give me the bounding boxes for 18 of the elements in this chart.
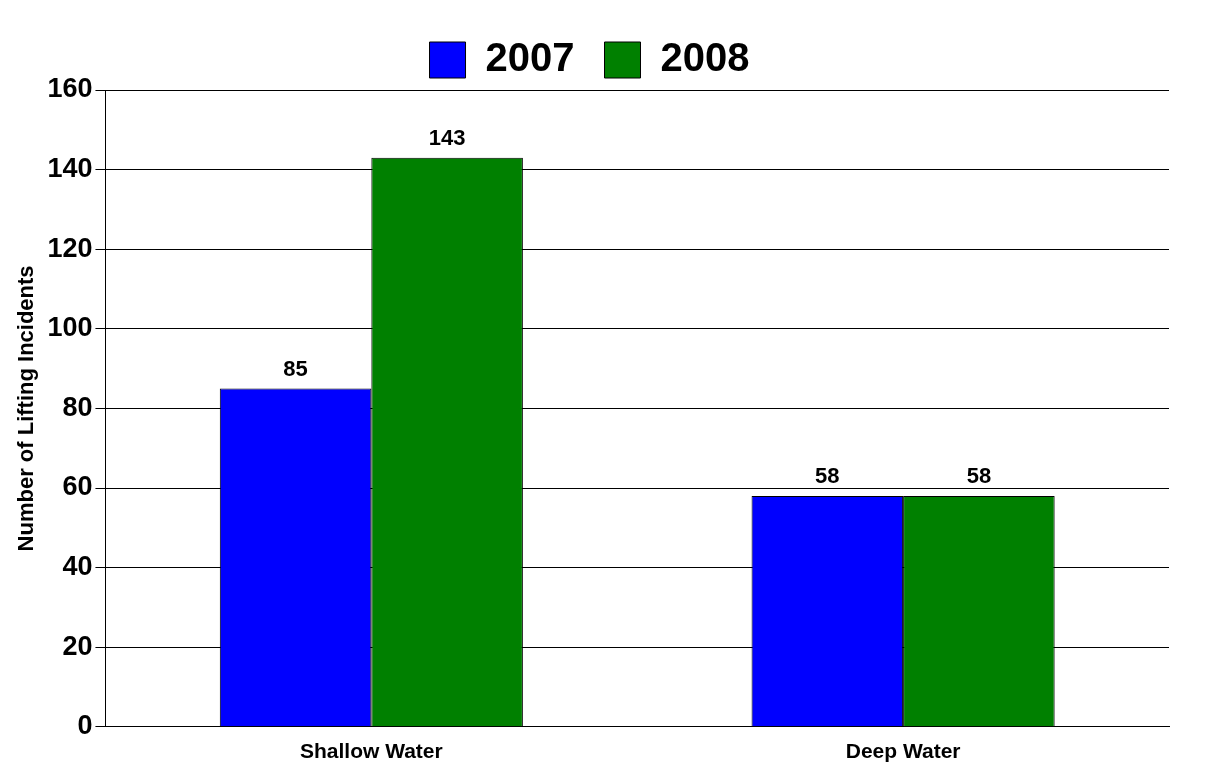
y-tick-label: 40 [62,551,93,582]
x-tick-label: Deep Water [845,739,961,763]
legend-label: 2007 [485,35,575,80]
x-tick-label: Shallow Water [299,739,443,763]
y-tick-label: 160 [47,73,93,104]
y-tick-label: 20 [62,630,93,661]
y-tick-label: 0 [77,710,93,741]
y-tick-label: 100 [47,312,93,343]
y-tick-label: 80 [62,391,93,422]
data-label: 85 [283,355,308,381]
y-tick-label: 140 [47,153,93,184]
data-label: 143 [428,124,466,150]
data-label: 58 [966,463,992,489]
legend-label: 2008 [660,35,750,80]
data-label: 58 [815,463,840,489]
y-tick-label: 120 [47,232,93,263]
y-tick-label: 60 [62,471,93,502]
y-axis-title: Number of Lifting Incidents [13,265,39,552]
